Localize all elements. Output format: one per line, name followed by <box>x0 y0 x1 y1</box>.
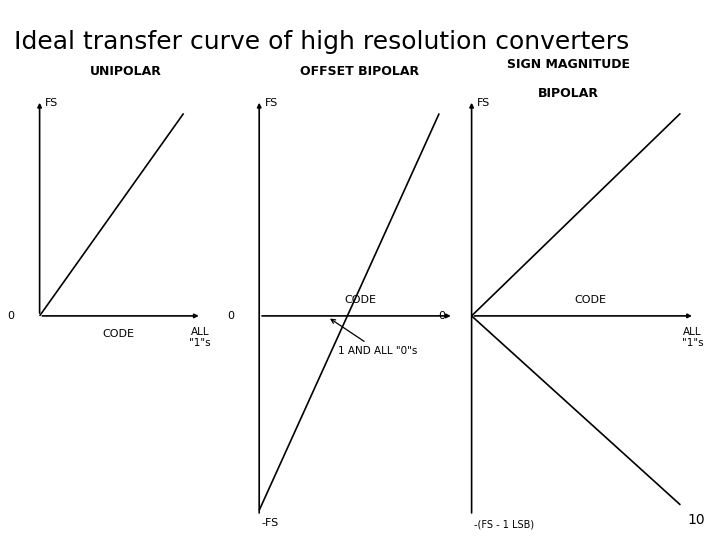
Text: Ideal transfer curve of high resolution converters: Ideal transfer curve of high resolution … <box>14 30 630 53</box>
Text: FS: FS <box>265 98 278 108</box>
Text: 0: 0 <box>227 311 234 321</box>
Text: CODE: CODE <box>575 295 606 305</box>
Text: ALL
"1"s: ALL "1"s <box>682 327 703 348</box>
Text: -FS: -FS <box>261 518 279 529</box>
Text: OFFSET BIPOLAR: OFFSET BIPOLAR <box>300 65 420 78</box>
Text: FS: FS <box>45 98 58 108</box>
Text: 10: 10 <box>688 512 705 526</box>
Text: 0: 0 <box>7 311 14 321</box>
Text: 0: 0 <box>438 311 445 321</box>
Text: 1 AND ALL "0"s: 1 AND ALL "0"s <box>331 319 418 356</box>
Text: BIPOLAR: BIPOLAR <box>539 87 599 100</box>
Text: UNIPOLAR: UNIPOLAR <box>90 65 162 78</box>
Text: -(FS - 1 LSB): -(FS - 1 LSB) <box>474 519 534 530</box>
Text: CODE: CODE <box>344 295 376 305</box>
Text: SIGN MAGNITUDE: SIGN MAGNITUDE <box>508 58 630 71</box>
Text: ALL
"1"s: ALL "1"s <box>189 327 211 348</box>
Text: CODE: CODE <box>103 329 135 340</box>
Text: FS: FS <box>477 98 490 108</box>
